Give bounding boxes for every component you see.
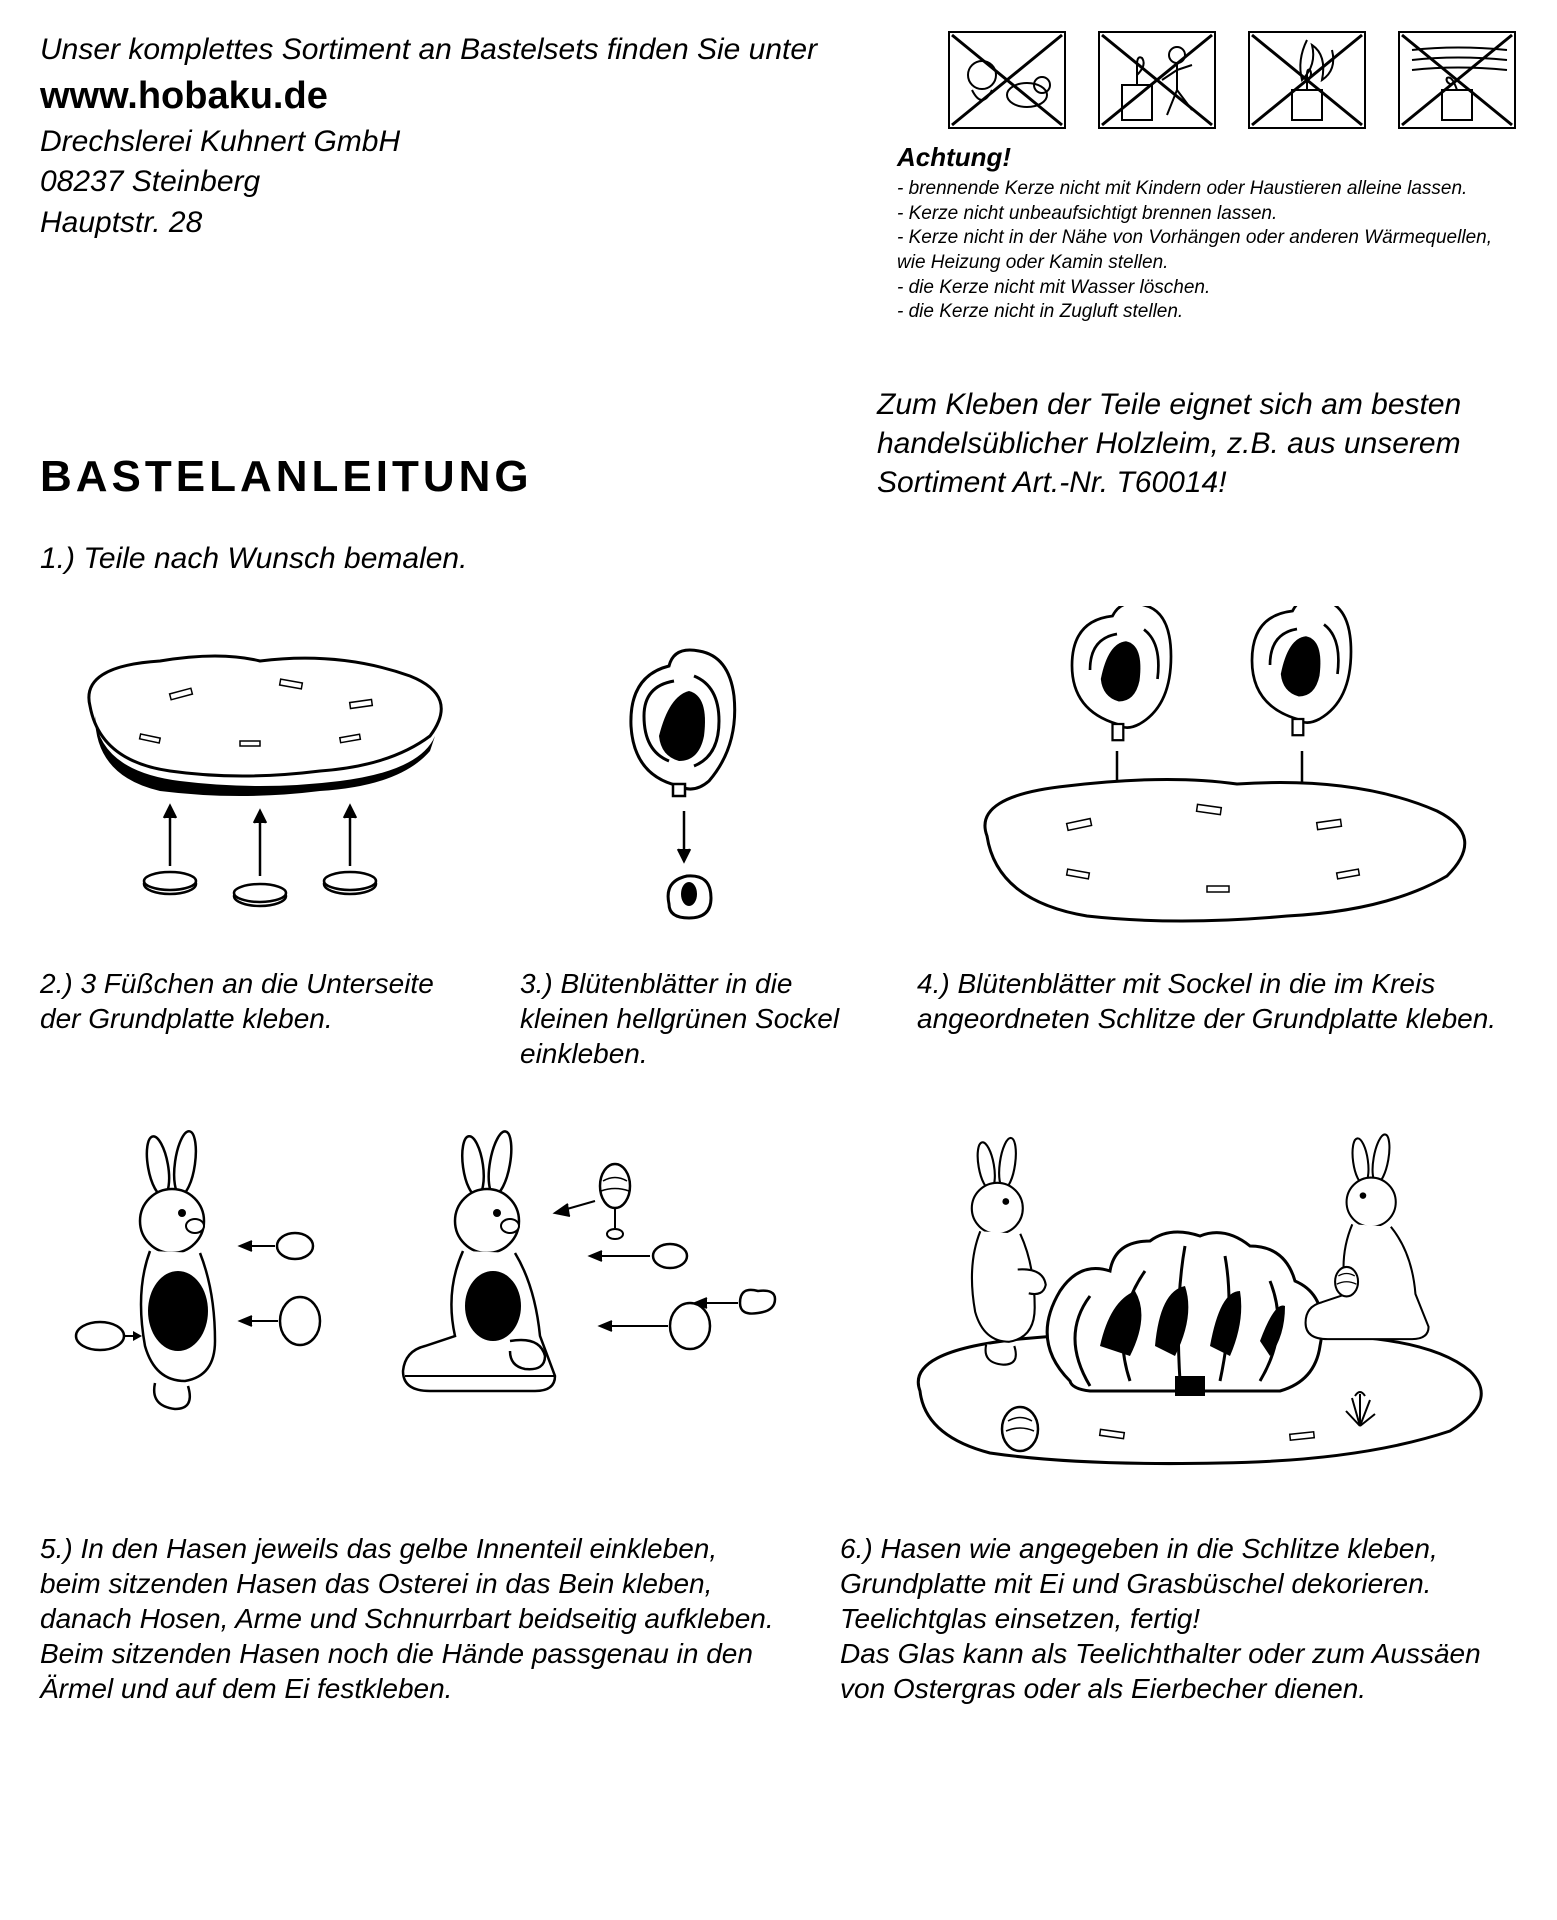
step2: 2.) 3 Füßchen an die Unterseite der Grun… [40, 606, 480, 1071]
warning-icons-row [897, 30, 1517, 130]
step4-illustration [917, 606, 1517, 946]
warning-list: - brennende Kerze nicht mit Kindern oder… [897, 177, 1517, 325]
warning-block: Achtung! - brennende Kerze nicht mit Kin… [897, 30, 1517, 325]
step3-text: 3.) Blütenblätter in die kleinen hellgrü… [520, 966, 877, 1071]
glue-note: Zum Kleben der Teile eignet sich am best… [877, 385, 1517, 502]
main-title: BASTELANLEITUNG [40, 452, 533, 502]
step5 [40, 1111, 820, 1471]
step3-illustration [520, 606, 877, 946]
no-children-pets-icon [947, 30, 1067, 130]
warning-title: Achtung! [897, 142, 1517, 173]
warning-item: wie Heizung oder Kamin stellen. [897, 251, 1517, 276]
company-block: Unser komplettes Sortiment an Bastelsets… [40, 30, 817, 325]
step5-text: 5.) In den Hasen jeweils das gelbe Innen… [40, 1531, 780, 1706]
company-name: Drechslerei Kuhnert GmbH [40, 122, 817, 163]
step4: 4.) Blütenblätter mit Sockel in die im K… [917, 606, 1517, 1071]
step1-text: 1.) Teile nach Wunsch bemalen. [40, 542, 1517, 576]
step6-illustration [860, 1111, 1520, 1471]
step5-illustration [40, 1111, 820, 1471]
warning-item: - die Kerze nicht mit Wasser löschen. [897, 276, 1517, 301]
step6-text: 6.) Hasen wie angegeben in die Schlitze … [840, 1531, 1500, 1706]
step3: 3.) Blütenblätter in die kleinen hellgrü… [520, 606, 877, 1071]
company-zip: 08237 Steinberg [40, 162, 817, 203]
step2-text: 2.) 3 Füßchen an die Unterseite der Grun… [40, 966, 480, 1036]
warning-item: - Kerze nicht unbeaufsichtigt brennen la… [897, 202, 1517, 227]
warning-item: - brennende Kerze nicht mit Kindern oder… [897, 177, 1517, 202]
step4-text: 4.) Blütenblätter mit Sockel in die im K… [917, 966, 1517, 1036]
no-curtains-icon [1247, 30, 1367, 130]
company-website: www.hobaku.de [40, 71, 817, 122]
no-draft-icon [1397, 30, 1517, 130]
warning-item: - Kerze nicht in der Nähe von Vorhängen … [897, 226, 1517, 251]
warning-item: - die Kerze nicht in Zugluft stellen. [897, 300, 1517, 325]
company-intro: Unser komplettes Sortiment an Bastelsets… [40, 30, 817, 71]
no-unattended-icon [1097, 30, 1217, 130]
company-street: Hauptstr. 28 [40, 203, 817, 244]
step2-illustration [40, 606, 480, 946]
step6 [860, 1111, 1520, 1471]
